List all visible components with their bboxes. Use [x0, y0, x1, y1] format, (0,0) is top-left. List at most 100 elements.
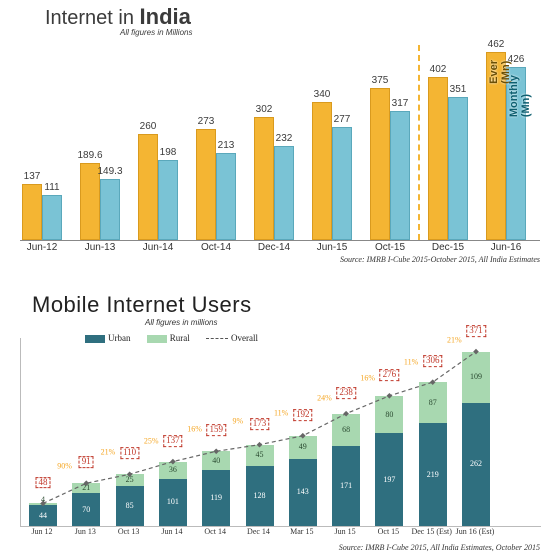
xtick: Jun 15: [335, 527, 356, 536]
val-rural: 45: [256, 450, 264, 459]
xtick: Jun-15: [317, 242, 348, 253]
pct: 90%: [57, 462, 72, 471]
total-box: 173: [250, 418, 270, 430]
pct: 21%: [447, 335, 462, 344]
xtick: Dec 15 (Est): [411, 527, 451, 536]
title-bold: India: [140, 4, 191, 29]
title: Internet in India: [45, 4, 191, 30]
xtick: Jun-13: [85, 242, 116, 253]
xtick: Mar 15: [290, 527, 313, 536]
val-urban: 171: [340, 481, 352, 490]
bar-monthly: [448, 97, 468, 240]
xtick: Oct-15: [375, 242, 405, 253]
label-ever: 340: [314, 89, 331, 100]
pct: 16%: [187, 425, 202, 434]
bar-ever: [254, 117, 274, 240]
bar-monthly: [158, 160, 178, 240]
total-box: 371: [466, 325, 486, 337]
val-urban: 85: [126, 501, 134, 510]
source-bot: Source: IMRB I-Cube 2015, All India Esti…: [339, 543, 540, 552]
label-ever: 462: [488, 39, 505, 50]
total-box: 110: [120, 448, 139, 460]
label-ever: 137: [24, 171, 41, 182]
xtick: Jun 12: [31, 527, 52, 536]
bar-ever: [22, 184, 42, 240]
bar-ever: [138, 134, 158, 240]
bar-ever: [428, 77, 448, 240]
val-urban: 101: [167, 497, 179, 506]
label-ever: 375: [372, 75, 389, 86]
label-monthly: 198: [160, 147, 177, 158]
total-box: 238: [336, 387, 356, 399]
xtick: Jun 16 (Est): [456, 527, 495, 536]
val-rural: 87: [429, 398, 437, 407]
plot-area-bot: 4444870219190%852511021%1013613725%11940…: [20, 338, 541, 527]
label-monthly: 277: [334, 114, 351, 125]
xtick: Oct 13: [118, 527, 140, 536]
total-box: 276: [380, 369, 400, 381]
title-prefix: Internet in: [45, 7, 140, 29]
label-ever: 260: [140, 121, 157, 132]
pct: 16%: [360, 373, 375, 382]
val-urban: 143: [297, 487, 309, 496]
label-monthly: 351: [450, 84, 467, 95]
chart-internet-india: Internet in India All figures in Million…: [0, 0, 552, 278]
plot-area-top: 137111189.6149.3260198273213302232340277…: [20, 45, 540, 240]
bar-ever: [370, 88, 390, 240]
label-ever: 302: [256, 104, 273, 115]
total-box: 48: [36, 477, 51, 489]
bar-monthly: [332, 127, 352, 240]
label-monthly: 213: [218, 140, 235, 151]
pct: 9%: [233, 416, 244, 425]
total-box: 137: [163, 435, 183, 447]
val-urban: 44: [39, 511, 47, 520]
bar-monthly: [100, 179, 120, 240]
val-rural: 21: [82, 483, 90, 492]
legend-monthly-label: Monthly (Mn): [508, 75, 532, 117]
val-urban: 219: [427, 470, 439, 479]
xtick: Dec 14: [247, 527, 270, 536]
pct: 21%: [101, 447, 116, 456]
label-monthly: 232: [276, 133, 293, 144]
total-box: 91: [79, 456, 94, 468]
xtick: Oct 15: [378, 527, 400, 536]
subtitle: All figures in Millions: [120, 28, 192, 37]
pct: 11%: [404, 358, 418, 367]
bar-ever: [312, 102, 332, 240]
val-rural: 25: [126, 475, 134, 484]
pct: 24%: [317, 393, 332, 402]
label-ever: 189.6: [77, 150, 102, 161]
xtick: Dec-14: [258, 242, 290, 253]
x-axis: [20, 240, 540, 241]
val-rural: 68: [342, 425, 350, 434]
chart-mobile-internet: Mobile Internet Users All figures in mil…: [0, 278, 552, 556]
total-box: 192: [293, 409, 313, 421]
xtick: Dec-15: [432, 242, 464, 253]
x-labels: Jun-12 Jun-13 Jun-14 Oct-14 Dec-14 Jun-15 Oct-…: [20, 242, 540, 256]
subtitle-bot: All figures in millions: [145, 318, 217, 327]
val-rural: 40: [212, 456, 220, 465]
xtick: Jun 13: [75, 527, 96, 536]
val-urban: 119: [210, 493, 222, 502]
total-box: 159: [206, 425, 226, 437]
val-rural: 36: [169, 465, 177, 474]
label-ever: 402: [430, 64, 447, 75]
xtick: Jun-12: [27, 242, 58, 253]
label-monthly: 149.3: [97, 166, 122, 177]
bar-ever: [196, 129, 216, 240]
xtick: Oct 14: [204, 527, 226, 536]
divider: [418, 45, 420, 240]
val-rural: 80: [385, 410, 393, 419]
xtick: Oct-14: [201, 242, 231, 253]
bar-monthly: [274, 146, 294, 240]
val-rural: 109: [470, 372, 482, 381]
source-top: Source: IMRB I-Cube 2015-October 2015, A…: [340, 255, 540, 264]
bar-monthly: [390, 111, 410, 240]
label-monthly: 317: [392, 98, 409, 109]
val-urban: 128: [254, 491, 266, 500]
xtick: Jun-16: [491, 242, 522, 253]
xtick: Jun-14: [143, 242, 174, 253]
val-rural: 49: [299, 442, 307, 451]
val-urban: 197: [383, 475, 395, 484]
label-ever: 273: [198, 116, 215, 127]
